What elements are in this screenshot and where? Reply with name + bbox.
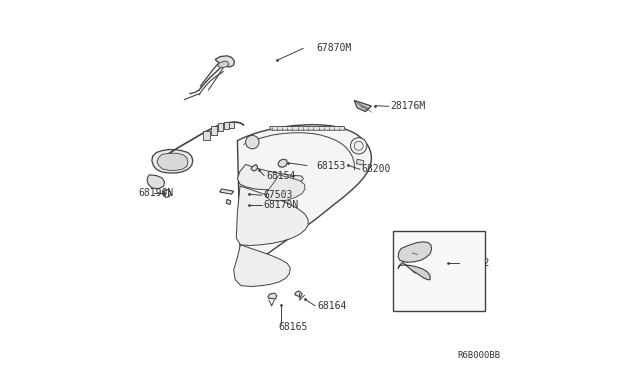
Polygon shape	[270, 126, 346, 130]
Text: 68190N: 68190N	[138, 189, 173, 198]
Text: 28176M: 28176M	[390, 102, 426, 111]
Bar	[392, 231, 484, 311]
Circle shape	[246, 135, 259, 149]
Polygon shape	[266, 175, 305, 201]
Polygon shape	[236, 186, 308, 246]
Polygon shape	[278, 159, 287, 167]
Polygon shape	[211, 126, 217, 135]
Polygon shape	[229, 122, 234, 128]
Text: R6B000BB: R6B000BB	[458, 351, 500, 360]
Text: 68154: 68154	[266, 171, 296, 180]
Polygon shape	[218, 123, 223, 131]
Polygon shape	[218, 61, 229, 68]
Polygon shape	[398, 242, 431, 262]
Text: 67503: 67503	[264, 190, 293, 200]
Polygon shape	[234, 245, 291, 286]
Polygon shape	[147, 175, 164, 189]
Polygon shape	[227, 199, 231, 205]
Text: 68164: 68164	[317, 301, 346, 311]
Polygon shape	[398, 262, 430, 280]
Text: 68165: 68165	[278, 323, 308, 332]
Polygon shape	[268, 293, 277, 299]
Polygon shape	[215, 56, 234, 67]
Polygon shape	[152, 150, 193, 173]
Text: 68200: 68200	[362, 164, 391, 174]
Text: 68153: 68153	[316, 161, 346, 170]
Text: 67870M: 67870M	[316, 44, 351, 53]
Polygon shape	[220, 189, 234, 194]
Polygon shape	[223, 122, 229, 129]
Polygon shape	[251, 164, 257, 171]
Polygon shape	[237, 164, 303, 190]
Polygon shape	[294, 291, 302, 297]
Text: 68170N: 68170N	[264, 201, 299, 210]
Text: 68102: 68102	[461, 259, 490, 268]
Polygon shape	[157, 153, 188, 170]
Polygon shape	[203, 131, 210, 140]
Circle shape	[351, 138, 367, 154]
Polygon shape	[237, 125, 371, 266]
Polygon shape	[354, 100, 371, 112]
Polygon shape	[356, 159, 364, 165]
